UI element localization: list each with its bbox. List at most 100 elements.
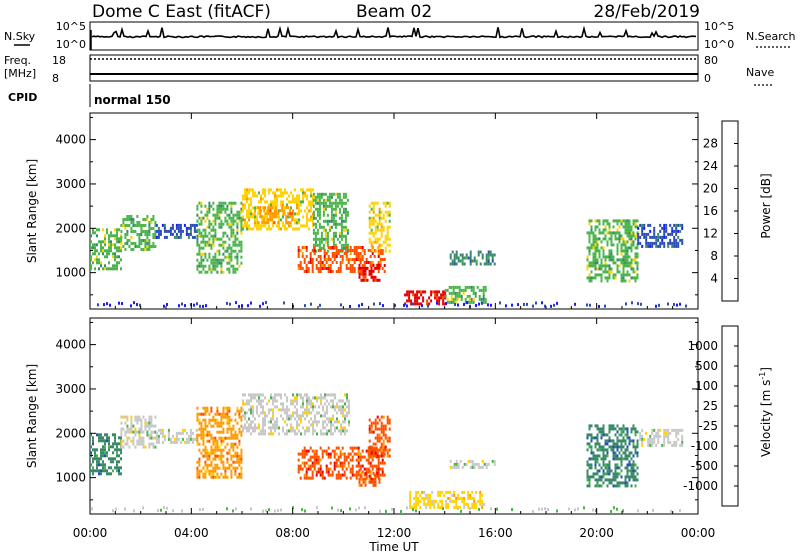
velocity-cell	[481, 465, 484, 469]
velocity-cell	[222, 466, 225, 470]
power-cell	[628, 261, 631, 265]
power-cell	[210, 267, 213, 271]
velocity-cell	[376, 474, 379, 478]
velocity-cell	[300, 405, 302, 409]
power-cell	[461, 262, 464, 266]
power-cell	[616, 222, 619, 226]
velocity-cell	[346, 429, 348, 433]
power-cell	[171, 232, 174, 236]
power-cell	[244, 203, 246, 207]
velocity-cell	[618, 484, 621, 488]
velocity-cell	[327, 446, 330, 450]
power-cell	[267, 212, 270, 216]
velocity-cell	[216, 439, 219, 443]
velocity-cell	[264, 396, 266, 400]
power-cell	[624, 240, 627, 244]
velocity-cell	[614, 442, 617, 446]
power-cell	[355, 255, 358, 258]
velocity-cell	[333, 452, 336, 456]
velocity-cell	[92, 472, 94, 476]
power-cell	[206, 225, 209, 229]
power-cell	[226, 219, 229, 223]
velocity-cell	[315, 470, 318, 474]
velocity-cell	[618, 472, 621, 476]
velocity-cell	[346, 396, 348, 400]
power-cell	[336, 204, 339, 208]
velocity-near-range-cell	[556, 509, 558, 513]
power-cell	[317, 255, 320, 258]
power-data-cells	[90, 188, 687, 308]
power-cell	[303, 258, 306, 261]
power-cell	[175, 232, 178, 236]
velocity-cell	[159, 431, 162, 435]
power-cell	[136, 215, 139, 218]
power-cell	[274, 209, 276, 213]
power-cell	[240, 261, 243, 265]
power-cell	[634, 276, 637, 280]
velocity-cell	[212, 415, 215, 419]
power-cell	[598, 267, 601, 271]
power-cell	[202, 228, 205, 232]
power-cell	[604, 258, 607, 262]
velocity-cell	[118, 454, 120, 458]
power-cell	[236, 225, 239, 229]
power-cell	[340, 237, 343, 241]
velocity-cell	[475, 505, 478, 509]
power-cell	[236, 222, 239, 226]
power-cell	[370, 240, 373, 244]
power-cell	[383, 270, 386, 273]
power-cell	[436, 290, 439, 294]
power-cell	[226, 234, 229, 238]
velocity-cell	[349, 467, 352, 471]
power-cell	[378, 228, 381, 232]
velocity-cell	[173, 437, 176, 441]
power-cell	[600, 261, 603, 265]
power-cell	[456, 294, 459, 298]
velocity-cell	[191, 440, 194, 444]
power-cell	[422, 299, 425, 303]
power-cell	[246, 212, 248, 216]
power-cell	[351, 267, 354, 270]
power-cell	[681, 226, 684, 230]
power-cell	[316, 210, 319, 214]
power-cell	[335, 246, 338, 249]
power-cell	[256, 221, 258, 225]
velocity-cell	[618, 481, 621, 485]
velocity-cell	[292, 393, 294, 397]
power-cell	[451, 250, 454, 254]
power-cell	[334, 231, 337, 235]
velocity-cell	[636, 445, 639, 449]
velocity-cell	[675, 440, 678, 444]
velocity-cell	[303, 452, 306, 456]
velocity-cell	[386, 454, 389, 458]
power-cell	[596, 219, 599, 223]
velocity-cell	[304, 408, 306, 412]
power-cell	[341, 261, 344, 264]
power-cell	[299, 261, 302, 264]
power-cell	[330, 213, 333, 217]
velocity-cell	[120, 427, 123, 431]
velocity-cell	[299, 452, 302, 456]
velocity-cell	[322, 396, 324, 400]
velocity-cell	[473, 502, 476, 506]
velocity-colorbar-label-text: Velocity [m s	[759, 380, 773, 457]
velocity-cell	[620, 463, 623, 467]
power-cell	[474, 294, 477, 298]
power-cell	[173, 235, 176, 239]
power-cell	[303, 270, 306, 273]
power-cell	[226, 267, 229, 271]
velocity-cell	[302, 399, 304, 403]
velocity-cell	[114, 466, 116, 470]
power-near-range-cell	[655, 304, 657, 308]
velocity-cell	[244, 417, 246, 421]
power-cell	[598, 219, 601, 223]
velocity-cell	[379, 461, 382, 465]
velocity-cell	[375, 446, 378, 450]
velocity-cell	[348, 420, 350, 424]
velocity-cell	[384, 445, 387, 449]
velocity-cell	[220, 442, 223, 446]
velocity-cell	[167, 428, 170, 432]
power-cell	[262, 197, 264, 201]
velocity-cell	[626, 433, 629, 437]
power-cell	[198, 222, 201, 226]
